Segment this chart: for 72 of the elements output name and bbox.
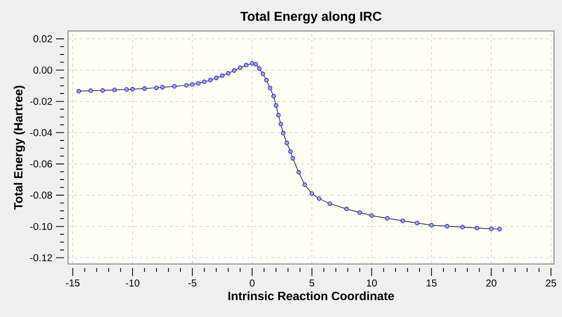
point	[154, 86, 159, 90]
point	[429, 223, 434, 228]
point	[184, 83, 189, 88]
point	[316, 196, 322, 201]
point	[400, 218, 405, 224]
point	[460, 224, 465, 230]
y-tick-label: 0.00	[33, 66, 52, 74]
y-tick-label: -0.12	[30, 254, 52, 262]
point	[271, 94, 276, 98]
point	[130, 86, 135, 92]
x-tick-label: 0	[250, 280, 255, 287]
point	[278, 122, 284, 126]
point	[238, 66, 242, 70]
point	[208, 78, 212, 82]
point	[344, 206, 349, 212]
point	[281, 130, 286, 136]
point	[257, 66, 262, 71]
point	[489, 226, 494, 232]
point	[369, 213, 374, 218]
point	[232, 68, 236, 73]
point	[444, 224, 450, 228]
point	[385, 216, 390, 221]
y-tick-label: 0.02	[33, 35, 52, 42]
y-tick-label: -0.10	[30, 222, 52, 230]
point	[214, 76, 218, 80]
point	[274, 103, 278, 108]
y-tick-label: -0.08	[30, 192, 52, 199]
point	[196, 81, 201, 86]
point	[296, 170, 301, 174]
point	[88, 88, 93, 93]
point	[254, 62, 258, 66]
x-tick-label: 10	[366, 280, 377, 287]
point	[358, 210, 362, 215]
point	[414, 220, 420, 226]
point	[302, 182, 307, 187]
point	[76, 89, 81, 94]
point	[226, 71, 230, 76]
point	[100, 88, 105, 93]
point	[260, 72, 266, 76]
point	[112, 88, 117, 92]
x-axis-title: Intrinsic Reaction Coordinate	[228, 291, 394, 300]
point	[244, 62, 248, 68]
x-tick-label: -15	[66, 280, 80, 286]
point	[160, 85, 165, 90]
point	[288, 149, 293, 154]
point	[276, 112, 281, 118]
point	[328, 201, 332, 206]
point	[142, 86, 147, 91]
y-tick-label: -0.06	[30, 160, 52, 168]
point	[190, 82, 195, 87]
x-tick-label: 25	[546, 280, 556, 287]
x-tick-label: -5	[188, 280, 196, 286]
x-tick-label: 5	[310, 280, 314, 286]
x-tick-label: -10	[126, 280, 140, 287]
y-tick-label: -0.02	[30, 98, 52, 105]
point	[202, 80, 206, 84]
x-tick-label: 20	[486, 280, 496, 287]
point	[264, 78, 269, 82]
point	[474, 226, 480, 230]
point	[268, 86, 272, 90]
y-tick-label: -0.04	[30, 129, 52, 136]
point	[284, 140, 289, 146]
point	[497, 226, 502, 232]
point	[172, 84, 177, 89]
point	[220, 74, 224, 78]
point	[250, 61, 254, 66]
point	[310, 191, 314, 196]
point	[290, 156, 295, 160]
point	[124, 87, 129, 92]
x-tick-label: 15	[426, 280, 437, 286]
chart-title: Total Energy along IRC	[240, 11, 382, 24]
y-axis-title: Total Energy (Hartree)	[14, 86, 25, 210]
